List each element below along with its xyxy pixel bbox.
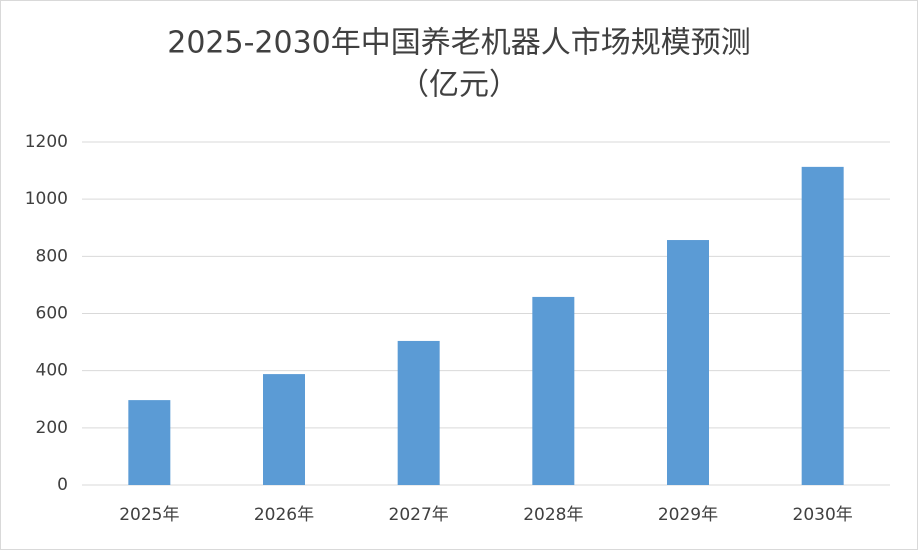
x-tick-label: 2030年 xyxy=(793,505,853,525)
bar xyxy=(263,374,305,485)
y-tick-label: 1200 xyxy=(25,132,68,152)
y-tick-label: 400 xyxy=(36,361,68,381)
chart-subtitle: （亿元） xyxy=(399,68,519,103)
bar xyxy=(667,240,709,485)
bar xyxy=(397,340,440,485)
chart-title: 2025-2030年中国养老机器人市场规模预测 xyxy=(167,26,751,61)
y-tick-label: 200 xyxy=(36,418,68,438)
x-tick-label: 2027年 xyxy=(389,505,449,525)
x-tick-label: 2029年 xyxy=(658,505,718,525)
y-tick-label: 600 xyxy=(36,304,68,324)
x-tick-label: 2028年 xyxy=(523,505,583,525)
y-tick-label: 800 xyxy=(36,246,68,266)
bar xyxy=(801,166,844,485)
y-tick-label: 0 xyxy=(57,475,68,495)
x-tick-label: 2025年 xyxy=(119,505,179,525)
x-tick-label: 2026年 xyxy=(254,505,314,525)
y-tick-label: 1000 xyxy=(25,189,68,209)
bar xyxy=(128,400,171,485)
bar xyxy=(532,296,575,485)
